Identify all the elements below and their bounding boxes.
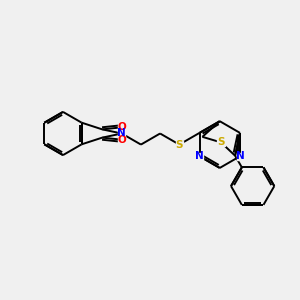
Bar [237,153,243,160]
Text: O: O [117,135,126,145]
Text: N: N [236,151,244,161]
Bar [118,130,125,137]
Bar [118,136,125,143]
Text: O: O [117,122,126,132]
Text: S: S [217,137,225,147]
Bar [196,153,203,160]
Bar [118,124,125,130]
Text: S: S [176,140,183,150]
Text: N: N [195,151,204,161]
Bar [176,141,183,148]
Bar [217,139,225,146]
Text: N: N [117,128,126,139]
